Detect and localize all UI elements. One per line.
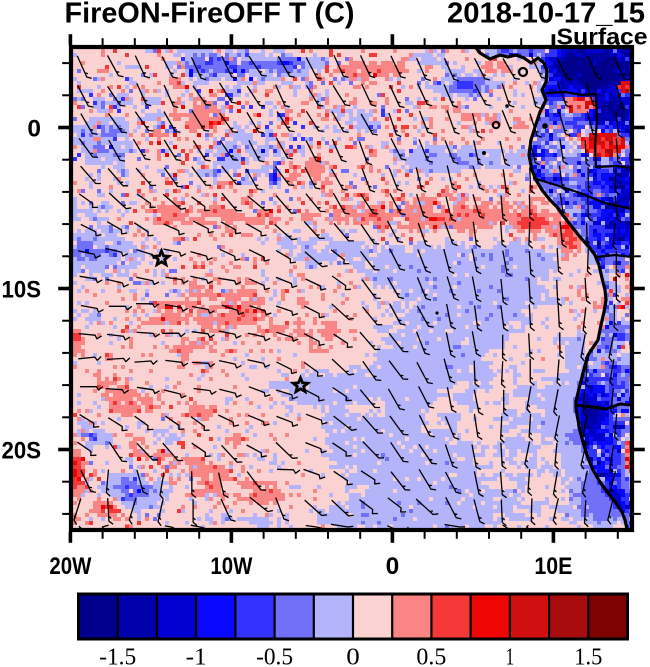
svg-text:Surface: Surface — [557, 24, 648, 50]
svg-text:FireON-FireOFF T (C): FireON-FireOFF T (C) — [65, 0, 355, 30]
svg-text:0.5: 0.5 — [416, 645, 446, 667]
svg-text:10S: 10S — [2, 277, 42, 304]
svg-text:0: 0 — [346, 645, 360, 667]
svg-text:2018-10-17_15: 2018-10-17_15 — [447, 0, 645, 30]
svg-text:20W: 20W — [49, 553, 92, 580]
svg-text:10W: 10W — [210, 553, 253, 580]
svg-text:1.5: 1.5 — [574, 645, 602, 667]
svg-text:-0.5: -0.5 — [256, 645, 293, 667]
svg-text:0: 0 — [386, 553, 400, 580]
svg-text:20S: 20S — [2, 438, 42, 465]
svg-text:0: 0 — [27, 116, 41, 143]
svg-text:1: 1 — [506, 645, 515, 667]
svg-text:-1: -1 — [186, 645, 207, 667]
svg-text:-1.5: -1.5 — [99, 645, 136, 667]
svg-text:10E: 10E — [534, 553, 572, 580]
